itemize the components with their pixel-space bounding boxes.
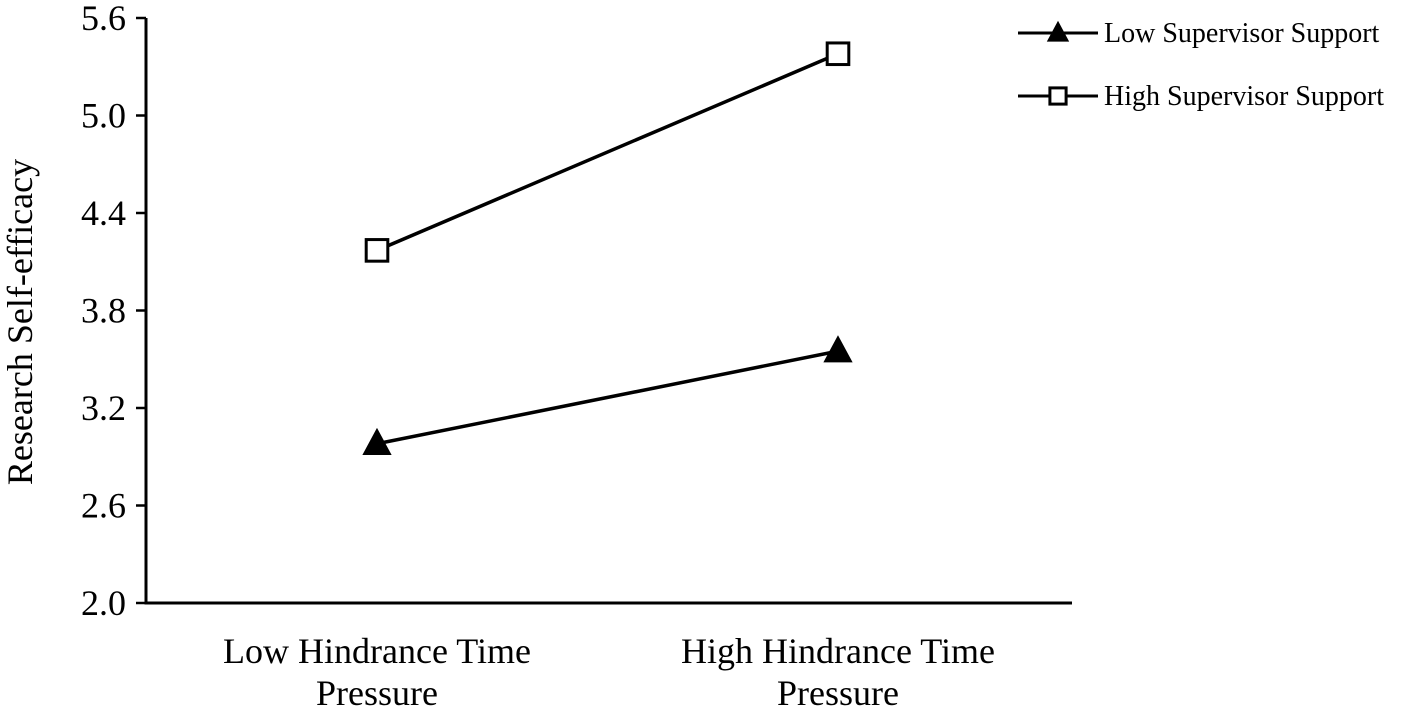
legend-label: High Supervisor Support — [1104, 81, 1384, 112]
legend: Low Supervisor Support High Supervisor Su… — [1018, 18, 1384, 112]
y-tick-label: 3.2 — [81, 388, 126, 428]
series-line — [376, 349, 839, 446]
series-group — [364, 41, 851, 263]
y-tick-label: 2.0 — [81, 583, 126, 623]
square-marker — [364, 238, 390, 263]
series-layer — [362, 41, 853, 456]
y-tick-label: 3.8 — [81, 291, 126, 331]
triangle-marker — [1046, 20, 1070, 42]
x-category-labels: Low Hindrance Time Pressure High Hindrance… — [223, 631, 995, 713]
axes — [144, 18, 1072, 605]
series-line — [376, 52, 839, 252]
square-marker — [825, 41, 851, 67]
y-tick-label: 2.6 — [81, 486, 126, 526]
square-marker — [1048, 86, 1068, 106]
legend-item: High Supervisor Support — [1018, 81, 1384, 112]
x-category-label: Low Hindrance Time Pressure — [223, 631, 531, 708]
series-group — [362, 335, 853, 456]
y-tick-label: 5.6 — [81, 0, 126, 38]
y-tick-label: 4.4 — [81, 193, 126, 233]
y-ticks: 2.0 2.6 3.2 3.8 4.4 5.0 5.6 — [81, 0, 146, 623]
x-category-label: High Hindrance Time Pressure — [681, 631, 995, 708]
y-axis-label: Research Self-efficacy — [0, 159, 40, 485]
legend-item: Low Supervisor Support — [1018, 18, 1380, 49]
triangle-marker — [362, 427, 392, 456]
legend-label: Low Supervisor Support — [1104, 18, 1380, 49]
y-tick-label: 5.0 — [81, 96, 126, 136]
triangle-marker — [823, 335, 853, 363]
